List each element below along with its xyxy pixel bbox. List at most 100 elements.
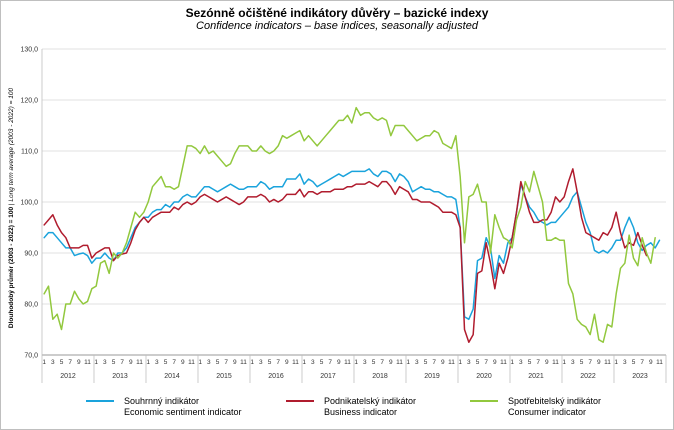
x-year-label: 2019 bbox=[424, 373, 440, 380]
x-month-tick: 9 bbox=[597, 359, 601, 366]
x-month-tick: 5 bbox=[632, 359, 636, 366]
x-month-tick: 9 bbox=[649, 359, 653, 366]
x-month-tick: 1 bbox=[146, 359, 150, 366]
x-month-tick: 7 bbox=[328, 359, 332, 366]
x-month-tick: 5 bbox=[164, 359, 168, 366]
series-lines bbox=[43, 106, 661, 343]
x-year-label: 2017 bbox=[320, 373, 336, 380]
x-month-tick: 3 bbox=[519, 359, 523, 366]
x-month-tick: 3 bbox=[259, 359, 263, 366]
x-month-tick: 5 bbox=[528, 359, 532, 366]
x-month-tick: 11 bbox=[84, 359, 91, 366]
x-month-tick: 3 bbox=[623, 359, 627, 366]
x-month-tick: 9 bbox=[129, 359, 133, 366]
x-month-tick: 7 bbox=[172, 359, 176, 366]
legend-item-consumer: Spotřebitelský indikátor Consumer indica… bbox=[470, 396, 601, 418]
x-year-label: 2020 bbox=[476, 373, 492, 380]
y-tick-label: 100,0 bbox=[20, 200, 38, 207]
y-axis-label-en: Long term average (2003 - 2022) = 100 bbox=[8, 88, 15, 202]
x-month-tick: 11 bbox=[188, 359, 195, 366]
x-month-tick: 11 bbox=[656, 359, 663, 366]
x-year-label: 2013 bbox=[112, 373, 128, 380]
y-axis-label: Dlouhodobý průměr (2003 - 2022) = 100 | … bbox=[7, 88, 15, 329]
x-month-tick: 1 bbox=[614, 359, 618, 366]
gridlines bbox=[42, 48, 666, 356]
legend-item-business: Podnikatelský indikátor Business indicat… bbox=[286, 396, 416, 418]
y-tick-label: 90,0 bbox=[24, 251, 38, 258]
x-month-tick: 5 bbox=[60, 359, 64, 366]
x-month-tick: 3 bbox=[103, 359, 107, 366]
x-month-tick: 1 bbox=[406, 359, 410, 366]
x-month-tick: 7 bbox=[224, 359, 228, 366]
x-month-tick: 7 bbox=[588, 359, 592, 366]
legend-label-economic: Souhrnný indikátor bbox=[124, 396, 200, 406]
x-year-label: 2023 bbox=[632, 373, 648, 380]
x-month-tick: 5 bbox=[372, 359, 376, 366]
x-month-tick: 5 bbox=[424, 359, 428, 366]
legend-label-economic-en: Economic sentiment indicator bbox=[124, 407, 242, 417]
x-month-tick: 11 bbox=[136, 359, 143, 366]
x-month-tick: 7 bbox=[120, 359, 124, 366]
x-month-tick: 11 bbox=[500, 359, 507, 366]
x-month-tick: 9 bbox=[493, 359, 497, 366]
x-month-tick: 9 bbox=[181, 359, 185, 366]
y-axis-ticks: 70,0 80,0 90,0 100,0 110,0 120,0 130,0 bbox=[20, 47, 38, 360]
x-month-tick: 1 bbox=[42, 359, 46, 366]
x-month-tick: 11 bbox=[448, 359, 455, 366]
x-month-tick: 3 bbox=[207, 359, 211, 366]
x-year-label: 2018 bbox=[372, 373, 388, 380]
x-month-tick: 9 bbox=[285, 359, 289, 366]
x-year-label: 2016 bbox=[268, 373, 284, 380]
y-axis-label-cz: Dlouhodobý průměr (2003 - 2022) = 100 bbox=[7, 207, 15, 329]
x-year-label: 2014 bbox=[164, 373, 180, 380]
x-month-tick: 9 bbox=[233, 359, 237, 366]
chart-subtitle: Confidence indicators – base indices, se… bbox=[196, 20, 478, 32]
x-month-tick: 3 bbox=[51, 359, 55, 366]
x-month-tick: 7 bbox=[640, 359, 644, 366]
y-tick-label: 70,0 bbox=[24, 353, 38, 360]
x-month-tick: 3 bbox=[467, 359, 471, 366]
y-tick-label: 80,0 bbox=[24, 302, 38, 309]
x-month-tick: 5 bbox=[268, 359, 272, 366]
y-axis-label-separator: | bbox=[8, 202, 15, 207]
x-month-tick: 11 bbox=[344, 359, 351, 366]
x-month-tick: 11 bbox=[604, 359, 611, 366]
x-month-tick: 5 bbox=[580, 359, 584, 366]
x-month-tick: 3 bbox=[415, 359, 419, 366]
x-month-tick: 1 bbox=[458, 359, 462, 366]
y-tick-label: 120,0 bbox=[20, 98, 38, 105]
x-month-tick: 9 bbox=[77, 359, 81, 366]
y-tick-label: 110,0 bbox=[21, 149, 38, 156]
series-line-economic bbox=[43, 168, 661, 321]
legend-label-business: Podnikatelský indikátor bbox=[324, 396, 417, 406]
x-month-tick: 3 bbox=[571, 359, 575, 366]
x-month-tick: 3 bbox=[155, 359, 159, 366]
x-month-tick: 11 bbox=[240, 359, 247, 366]
legend-label-consumer-en: Consumer indicator bbox=[508, 407, 587, 417]
x-month-tick: 9 bbox=[545, 359, 549, 366]
x-month-tick: 11 bbox=[552, 359, 559, 366]
legend-label-consumer: Spotřebitelský indikátor bbox=[508, 396, 602, 406]
x-month-tick: 5 bbox=[112, 359, 116, 366]
x-month-tick: 5 bbox=[476, 359, 480, 366]
x-month-tick: 1 bbox=[562, 359, 566, 366]
x-month-tick: 9 bbox=[337, 359, 341, 366]
x-month-tick: 7 bbox=[484, 359, 488, 366]
x-month-tick: 1 bbox=[510, 359, 514, 366]
legend-swatch-consumer bbox=[470, 400, 498, 402]
x-month-tick: 7 bbox=[68, 359, 72, 366]
series-line-business bbox=[43, 168, 648, 343]
legend-label-business-en: Business indicator bbox=[324, 407, 398, 417]
x-year-label: 2021 bbox=[528, 373, 544, 380]
y-tick-label: 130,0 bbox=[20, 47, 38, 54]
x-month-tick: 7 bbox=[536, 359, 540, 366]
x-month-tick: 1 bbox=[94, 359, 98, 366]
x-year-label: 2015 bbox=[216, 373, 232, 380]
x-month-tick: 1 bbox=[198, 359, 202, 366]
legend-item-economic: Souhrnný indikátor Economic sentiment in… bbox=[86, 396, 242, 418]
legend-swatch-economic bbox=[86, 400, 114, 402]
x-month-tick: 3 bbox=[363, 359, 367, 366]
chart-title: Sezónně očištěné indikátory důvěry – baz… bbox=[185, 6, 489, 20]
x-month-tick: 9 bbox=[389, 359, 393, 366]
